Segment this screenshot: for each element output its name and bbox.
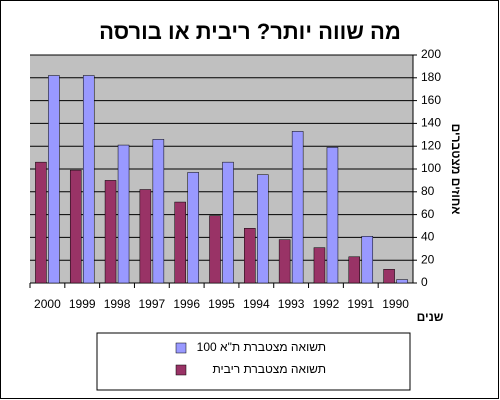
x-tick-label: 1991 [347,297,374,311]
y-tick-label: 140 [421,116,441,130]
bar [35,161,47,284]
bar [117,144,130,284]
bar [396,279,408,284]
x-axis-label: שנים [417,310,444,324]
bar [152,139,165,284]
y-tick-label: 20 [421,252,435,266]
x-tick-label: 2000 [34,297,61,311]
legend-label: תשואה מצטברת ת"א 100 [197,340,326,354]
x-tick-label: 1996 [173,297,200,311]
bar [278,239,291,284]
x-tick-label: 1994 [243,297,270,311]
y-tick-label: 120 [421,138,441,152]
y-tick-label: 80 [421,184,435,198]
bar [69,169,82,284]
y-tick-label: 160 [421,93,441,107]
bar [313,247,326,284]
bar [139,189,152,284]
y-tick-label: 180 [421,70,441,84]
bar [82,75,95,284]
bar [244,228,256,284]
x-tick-label: 1997 [139,297,166,311]
bar [326,147,339,284]
bar [348,256,361,284]
y-tick-label: 40 [421,230,435,244]
y-tick-label: 0 [421,275,428,289]
chart-title: מה שווה יותר? ריבית או בורסה [99,19,401,44]
bar [361,236,374,284]
legend-marker [175,364,187,376]
legend-label: תשואה מצטברת ריבית [212,362,326,376]
bar [291,131,304,284]
y-tick-label: 100 [421,161,441,175]
bar [48,75,60,284]
legend [96,332,411,391]
bar [209,215,221,284]
bar [104,180,117,284]
y-tick-label: 200 [421,47,441,61]
x-tick-label: 1998 [104,297,131,311]
bar [383,269,395,284]
y-tick-label: 60 [421,207,435,221]
x-tick-label: 1990 [382,297,409,311]
bar [257,174,269,284]
bar [222,161,234,284]
legend-marker [175,342,187,354]
x-tick-label: 1992 [313,297,340,311]
x-tick-label: 1993 [278,297,305,311]
bar [187,172,199,284]
x-tick-label: 1999 [69,297,96,311]
bar [174,201,186,284]
y-axis-label: אחוזים מצטברים [449,124,463,215]
x-tick-label: 1995 [208,297,235,311]
